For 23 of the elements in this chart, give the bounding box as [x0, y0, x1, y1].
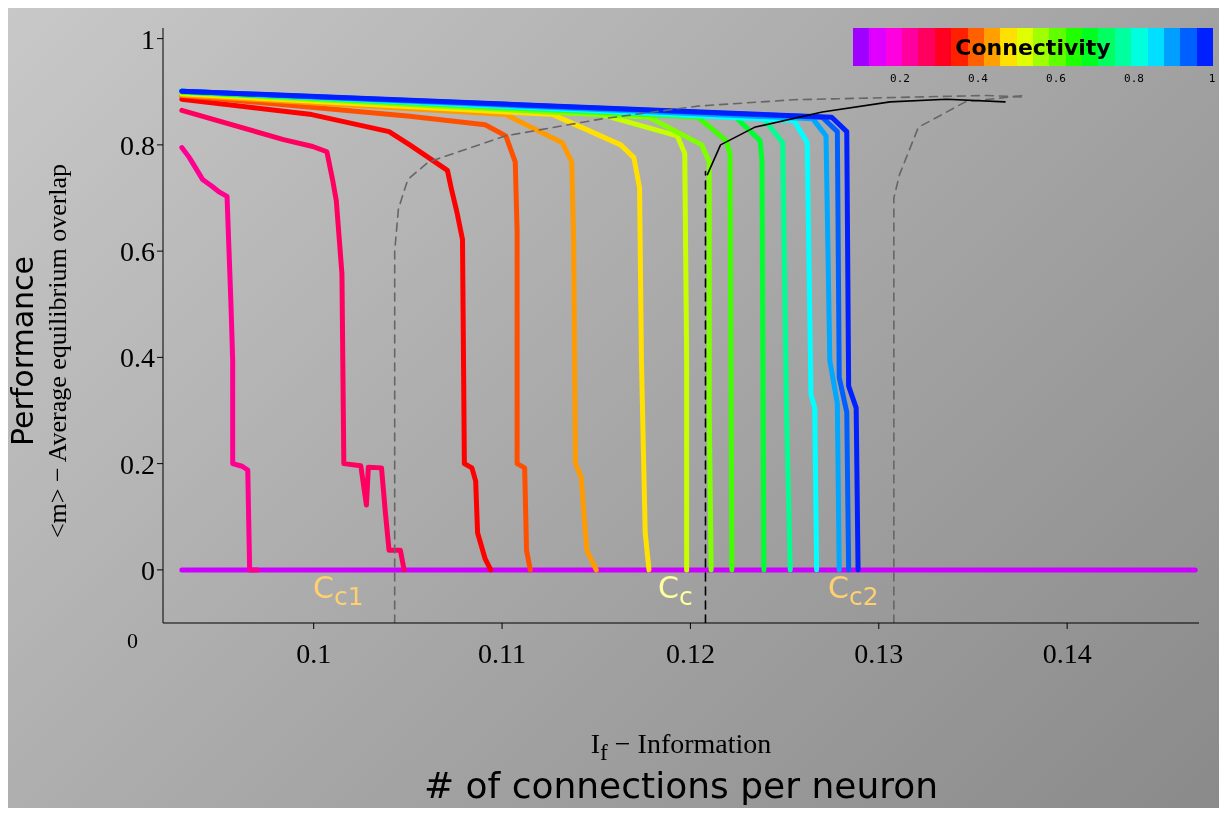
y-tick-label: 0.8	[120, 129, 155, 161]
annotation: 0.4	[968, 72, 988, 85]
y-tick-label: 0.4	[120, 342, 155, 374]
y-tick-label: 0.2	[120, 448, 155, 480]
y-axis-title: <m> − Average equilibrium overlap	[43, 163, 73, 538]
annotation: 0.8	[1124, 72, 1144, 85]
annotation: 0.6	[1046, 72, 1066, 85]
y-tick-label: 1	[141, 23, 155, 55]
text: 1	[1208, 72, 1216, 85]
y-tick-label: 0.6	[120, 236, 155, 268]
text: Performance	[4, 255, 40, 446]
x-tick-label: 0.12	[665, 637, 715, 669]
annotation: C$_{c2}$	[828, 570, 879, 611]
annotation: C$_{c}$	[658, 570, 693, 611]
x-tick-label: 0.1	[296, 637, 332, 669]
x-tick-label: 0.14	[1042, 637, 1092, 669]
x-tick-label: 0.11	[478, 637, 527, 669]
text: # of connections per neuron	[422, 765, 940, 806]
x-tick-label: 0.13	[854, 637, 904, 669]
annotation: 0.2	[890, 72, 910, 85]
annotation: C$_{c1}$	[313, 570, 364, 611]
y-tick-label: 0	[141, 554, 155, 586]
x-axis-title: I$_{f}$ − Information	[589, 728, 773, 766]
